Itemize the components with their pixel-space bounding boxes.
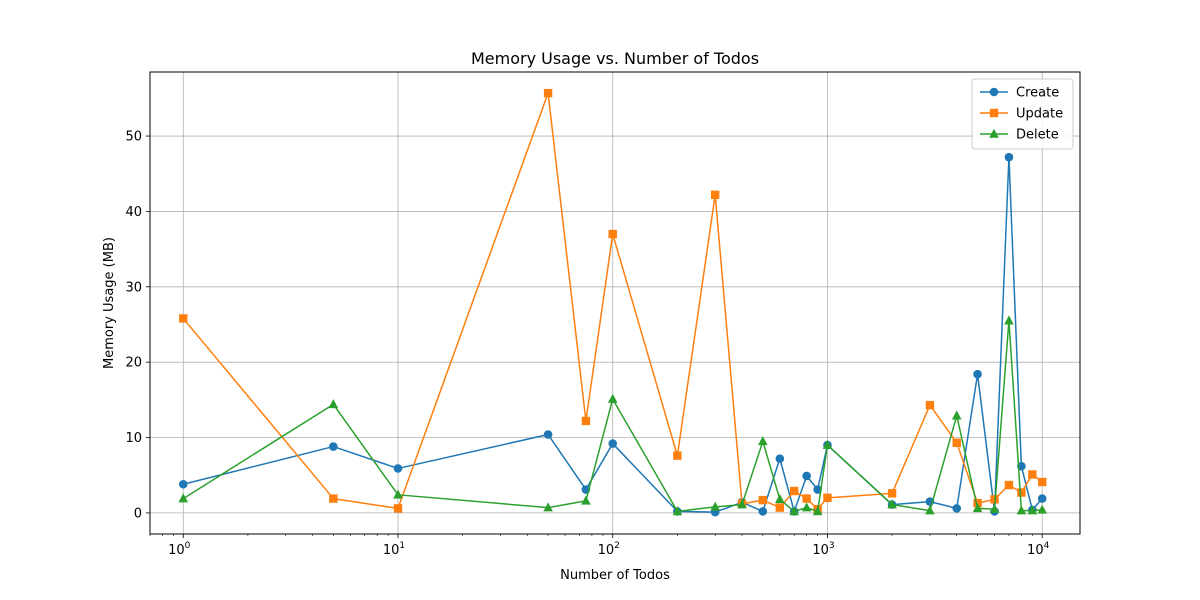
x-tick-label: 102	[598, 541, 620, 558]
data-point-update	[543, 88, 553, 98]
data-point-delete	[972, 503, 983, 513]
x-tick-label: 100	[168, 541, 191, 558]
data-point-create	[543, 430, 553, 439]
data-point-delete	[178, 493, 189, 503]
y-tick-label: 0	[134, 506, 142, 521]
data-point-delete	[925, 505, 935, 515]
data-point-update	[179, 314, 188, 323]
data-point-update	[393, 504, 403, 513]
data-point-delete	[887, 499, 897, 509]
data-point-update	[608, 229, 617, 239]
data-point-create	[802, 471, 811, 481]
data-point-delete	[543, 502, 553, 512]
data-point-update	[952, 438, 961, 448]
data-point-update	[802, 494, 811, 503]
data-point-delete	[989, 503, 1000, 513]
series-layer	[178, 88, 1047, 517]
data-point-delete	[1004, 315, 1014, 325]
data-point-update	[581, 416, 591, 426]
grid	[150, 72, 1080, 534]
legend-item-create: Create	[980, 86, 1059, 101]
data-point-create	[973, 369, 982, 379]
legend-label-delete: Delete	[1016, 128, 1059, 143]
data-point-delete	[758, 435, 768, 446]
y-tick-label: 20	[125, 356, 142, 371]
series-line-create	[183, 156, 1043, 513]
y-tick-label: 40	[125, 205, 142, 220]
legend-label-update: Update	[1016, 107, 1063, 122]
data-point-create	[178, 479, 188, 489]
data-point-delete	[607, 393, 618, 403]
data-point-update	[1017, 488, 1026, 497]
series-create	[178, 152, 1047, 517]
x-axis-label: Number of Todos	[560, 568, 670, 583]
x-tick-label: 104	[1027, 541, 1050, 558]
data-point-update	[758, 495, 768, 505]
legend: Create Update Delete	[971, 78, 1074, 150]
data-point-update	[329, 494, 338, 503]
data-point-update	[775, 503, 785, 512]
data-point-delete	[328, 399, 339, 409]
data-point-create	[329, 442, 338, 451]
data-point-delete	[581, 495, 591, 505]
data-point-update	[710, 190, 720, 200]
data-point-update	[823, 493, 832, 503]
legend-item-update: Update	[980, 107, 1063, 122]
legend-item-delete: Delete	[980, 128, 1059, 143]
data-point-create	[758, 507, 768, 516]
data-point-update	[1004, 480, 1014, 490]
y-tick-label: 30	[125, 280, 142, 295]
plot-frame	[149, 71, 1081, 535]
chart-title: Memory Usage vs. Number of Todos	[471, 49, 759, 68]
data-point-update	[1037, 477, 1047, 487]
series-delete	[178, 315, 1047, 516]
data-point-create	[393, 464, 403, 473]
legend-marker-update	[989, 108, 999, 118]
x-tick-label: 101	[383, 541, 405, 558]
data-point-update	[789, 486, 799, 496]
data-point-create	[813, 485, 822, 494]
legend-marker-create	[989, 87, 999, 97]
data-point-update	[1028, 470, 1037, 479]
data-point-delete	[775, 494, 785, 504]
data-point-create	[775, 454, 785, 463]
data-point-delete	[822, 439, 833, 449]
data-point-delete	[1037, 504, 1047, 514]
data-point-delete	[789, 506, 799, 516]
data-point-create	[1037, 494, 1047, 503]
y-tick-label: 10	[125, 431, 142, 446]
data-point-create	[952, 504, 962, 513]
data-point-delete	[801, 502, 812, 512]
data-point-delete	[672, 506, 683, 516]
data-point-delete	[710, 501, 720, 511]
legend-label-create: Create	[1016, 86, 1059, 101]
legend-marker-delete	[989, 128, 999, 138]
legend-box	[971, 78, 1074, 150]
data-point-delete	[1027, 505, 1038, 515]
data-point-delete	[812, 506, 823, 516]
data-point-delete	[1016, 505, 1027, 515]
x-tick-label: 103	[812, 541, 834, 558]
data-point-create	[1004, 152, 1014, 162]
series-line-delete	[182, 319, 1043, 513]
y-tick-label: 50	[125, 130, 142, 145]
data-point-delete	[737, 499, 747, 509]
data-point-update	[673, 451, 682, 460]
data-point-delete	[393, 489, 403, 499]
data-point-create	[608, 439, 618, 448]
y-axis-label: Memory Usage (MB)	[102, 237, 117, 369]
data-point-delete	[951, 410, 962, 420]
data-point-update	[887, 489, 897, 498]
data-point-update	[925, 400, 935, 410]
